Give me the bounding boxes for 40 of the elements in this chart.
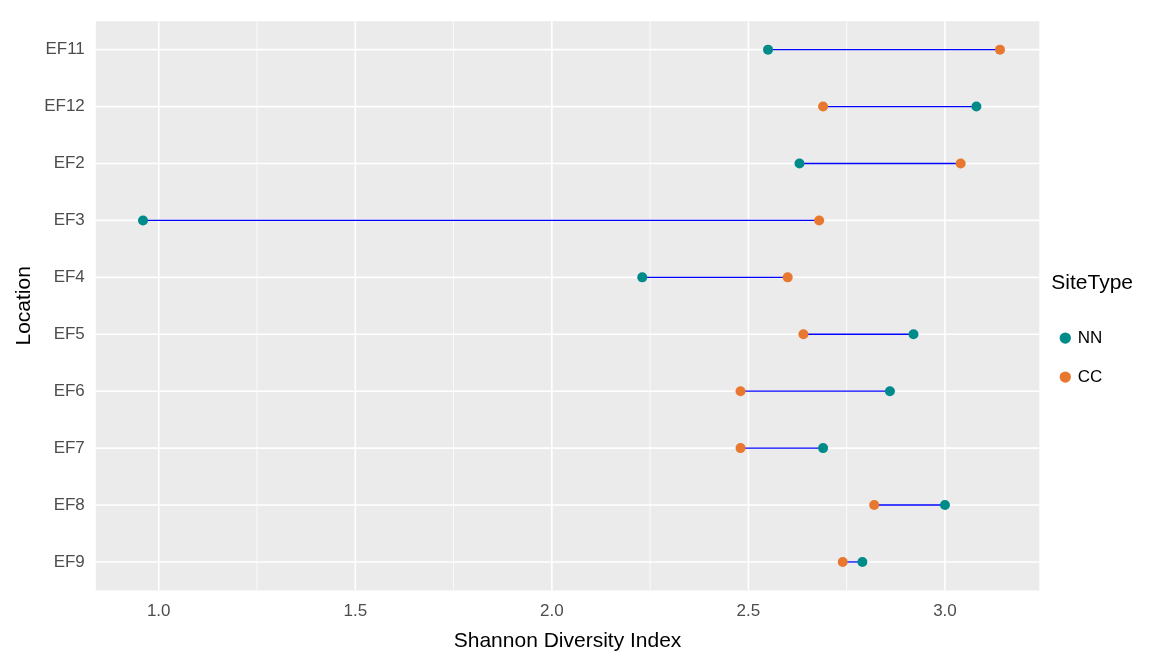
point <box>735 386 746 397</box>
point <box>884 386 895 397</box>
y-tick-label: EF6 <box>53 380 85 400</box>
y-tick-label: EF4 <box>53 267 85 287</box>
x-tick-label: 1.5 <box>343 601 368 621</box>
point <box>971 101 982 112</box>
y-axis-title: Location <box>11 266 35 346</box>
y-tick-label: EF5 <box>53 323 85 343</box>
x-tick-label: 2.0 <box>540 601 564 621</box>
y-tick-label: EF11 <box>45 39 85 59</box>
point <box>735 443 746 454</box>
point <box>782 272 793 283</box>
point <box>763 44 774 55</box>
legend-title: SiteType <box>1051 269 1133 293</box>
x-axis-title: Shannon Diversity Index <box>453 628 682 652</box>
point <box>794 158 805 169</box>
point <box>994 44 1005 55</box>
y-tick-label: EF9 <box>53 551 85 571</box>
point <box>818 443 829 454</box>
point <box>908 329 919 340</box>
x-tick-label: 1.0 <box>146 601 171 621</box>
point <box>939 500 950 511</box>
point <box>955 158 966 169</box>
point <box>818 101 829 112</box>
y-tick-label: EF3 <box>53 210 85 230</box>
point <box>138 215 149 226</box>
x-tick-label: 2.5 <box>736 601 761 621</box>
legend-label: NN <box>1077 327 1103 347</box>
point <box>814 215 825 226</box>
point <box>637 272 648 283</box>
y-tick-label: EF8 <box>53 494 85 514</box>
point <box>857 556 868 567</box>
y-tick-label: EF12 <box>44 96 85 116</box>
y-tick-label: EF7 <box>53 437 85 457</box>
legend-label: CC <box>1077 366 1103 386</box>
point <box>837 556 848 567</box>
y-tick-label: EF2 <box>53 153 85 173</box>
point <box>798 329 809 340</box>
point <box>869 500 880 511</box>
x-tick-label: 3.0 <box>933 601 957 621</box>
